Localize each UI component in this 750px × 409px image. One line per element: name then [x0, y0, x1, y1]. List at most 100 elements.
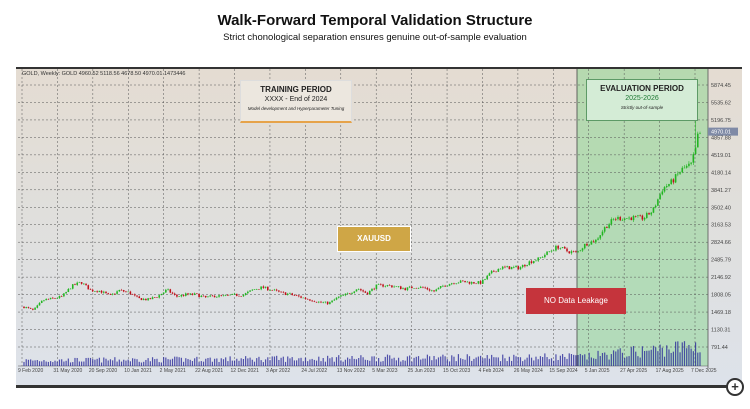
candle-body: [646, 213, 648, 218]
date-tick-label: 20 Sep 2020: [89, 368, 118, 374]
volume-bar: [537, 359, 539, 366]
candle-body: [393, 286, 395, 288]
candle-body: [156, 297, 158, 299]
candle-body: [326, 301, 329, 305]
volume-bar: [595, 358, 597, 366]
candle-body: [426, 287, 429, 290]
candle-body: [610, 219, 613, 225]
volume-bar: [400, 361, 402, 366]
candle-body: [526, 265, 528, 267]
zoom-in-icon[interactable]: +: [726, 378, 744, 396]
candle-body: [89, 289, 92, 291]
volume-bar: [85, 357, 87, 366]
volume-bar: [171, 358, 174, 366]
volume-bar: [511, 360, 513, 366]
candle-body: [158, 295, 160, 298]
candle-body: [357, 289, 360, 290]
ticker-info: GOLD, Weekly: GOLD 4960.52 5118.56 4678.…: [22, 71, 186, 77]
volume-bar: [240, 358, 242, 366]
candle-body: [105, 291, 107, 294]
volume-bar: [375, 361, 378, 366]
candle-body: [499, 268, 502, 270]
volume-bar: [282, 356, 284, 366]
candle-body: [488, 273, 491, 276]
candle-body: [628, 217, 630, 219]
candle-body: [320, 301, 322, 303]
volume-bar: [311, 358, 313, 366]
volume-bar: [670, 352, 672, 366]
candle-body: [617, 216, 619, 220]
volume-bar: [338, 355, 340, 366]
candle-body: [619, 216, 622, 221]
candle-body: [366, 292, 369, 295]
volume-bar: [245, 356, 247, 366]
candle-body: [561, 247, 564, 249]
volume-bar: [327, 355, 329, 366]
volume-bar: [506, 361, 508, 366]
volume-bar: [530, 357, 533, 366]
evaluation-title: EVALUATION PERIOD: [600, 84, 684, 93]
volume-bar: [533, 360, 535, 366]
volume-bar: [38, 361, 41, 366]
volume-bar: [182, 361, 185, 366]
volume-bar: [597, 350, 599, 366]
volume-bar: [588, 352, 590, 366]
volume-bar: [36, 360, 38, 366]
volume-bar: [413, 357, 415, 366]
volume-bar: [344, 359, 346, 366]
candle-body: [167, 289, 169, 290]
candle-body: [178, 296, 180, 297]
candle-body: [196, 293, 198, 294]
evaluation-range: 2025-2026: [625, 95, 659, 102]
volume-bar: [409, 355, 411, 366]
candle-body: [65, 291, 67, 294]
candle-body: [300, 296, 302, 298]
candle-body: [521, 265, 524, 268]
volume-bar: [202, 361, 205, 366]
candle-body: [457, 282, 460, 284]
candle-body: [32, 308, 34, 310]
volume-bar: [134, 358, 136, 366]
volume-bar: [346, 357, 349, 366]
candle-body: [54, 298, 56, 299]
candle-body: [528, 261, 531, 266]
volume-bar: [526, 357, 528, 366]
volume-bar: [544, 353, 546, 366]
volume-bar: [107, 360, 109, 366]
volume-bar: [411, 361, 413, 366]
volume-bar: [25, 359, 27, 366]
candle-body: [497, 268, 500, 272]
volume-bar: [293, 360, 295, 366]
candle-body: [652, 207, 655, 213]
volume-bar: [61, 359, 63, 366]
candle-body: [462, 280, 464, 282]
volume-bar: [437, 357, 440, 366]
candle-body: [490, 270, 493, 274]
candle-body: [134, 294, 136, 296]
volume-bar: [83, 361, 85, 366]
volume-bar: [573, 354, 575, 366]
candle-body: [298, 295, 300, 297]
volume-bar: [632, 345, 635, 366]
volume-bar: [442, 354, 444, 366]
candle-body: [244, 293, 247, 295]
volume-bar: [610, 354, 612, 366]
volume-bar: [258, 356, 260, 366]
volume-bar: [435, 359, 437, 366]
candle-body: [634, 215, 637, 217]
candle-body: [431, 290, 433, 292]
price-tick-label: 791.44: [711, 345, 728, 351]
date-tick-label: 5 Mar 2023: [372, 368, 398, 374]
candle-body: [453, 283, 455, 284]
volume-bar: [262, 362, 264, 366]
volume-bar: [366, 360, 369, 366]
volume-bar: [191, 361, 194, 366]
volume-bar: [96, 358, 98, 366]
volume-bar: [646, 350, 648, 366]
volume-bar: [608, 359, 610, 366]
volume-bar: [242, 359, 245, 366]
volume-bar: [300, 357, 302, 366]
candle-body: [546, 251, 548, 255]
candle-body: [368, 290, 371, 295]
volume-bar: [225, 357, 227, 366]
